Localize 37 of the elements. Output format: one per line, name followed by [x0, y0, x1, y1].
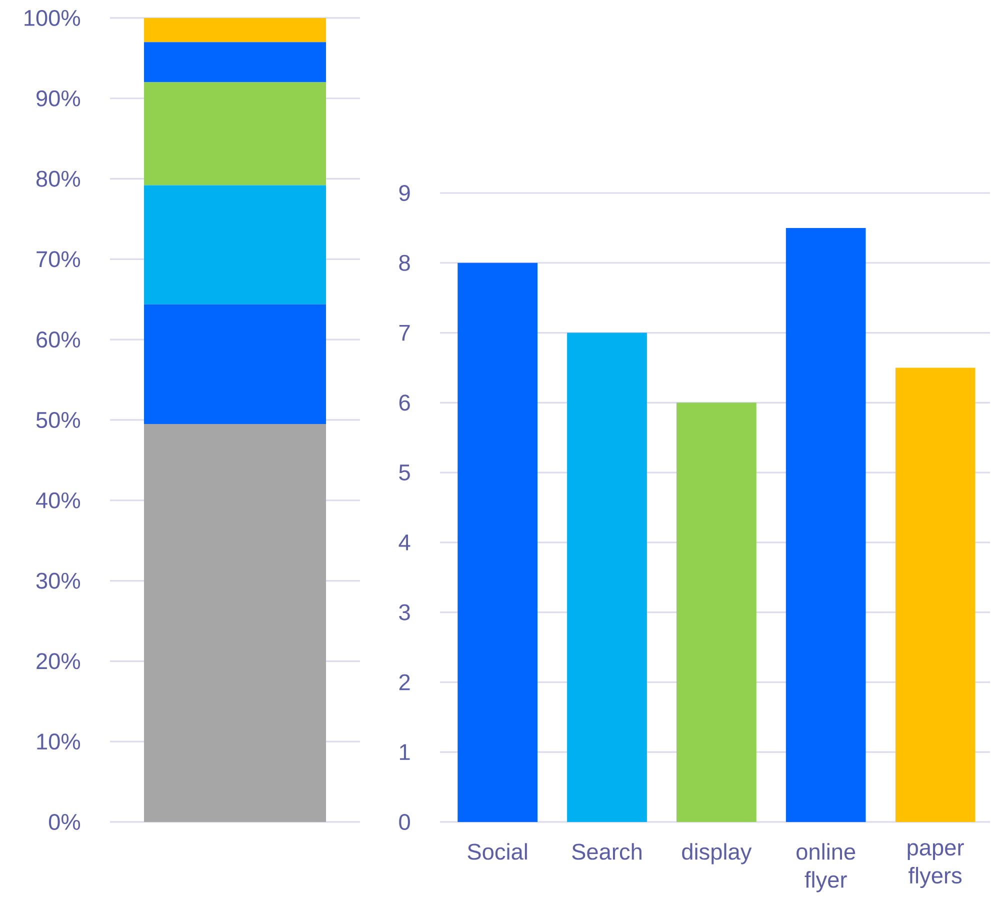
- y-tick-label: 70%: [36, 251, 80, 268]
- y-tick-label: 0: [399, 814, 410, 830]
- y-tick-label: 0%: [48, 814, 80, 830]
- y-tick-label: 10%: [37, 734, 80, 750]
- y-tick-label: 4: [398, 534, 410, 550]
- bar: [567, 332, 647, 822]
- y-tick-label: 3: [399, 604, 410, 620]
- bar: [144, 304, 326, 424]
- bar: [144, 18, 326, 42]
- y-tick-label: 8: [399, 254, 410, 271]
- bar: [144, 82, 326, 186]
- bar: [676, 402, 756, 822]
- y-tick-label: 5: [399, 464, 410, 480]
- bar: [786, 228, 866, 822]
- y-tick-label: 90%: [36, 90, 80, 106]
- x-tick-label: Social: [468, 843, 527, 860]
- y-tick-label: 20%: [36, 653, 80, 670]
- bar: [144, 424, 326, 822]
- y-tick-label: 6: [399, 394, 410, 411]
- bar: [458, 262, 538, 822]
- bar: [144, 185, 326, 304]
- y-tick-label: 50%: [36, 412, 80, 428]
- y-tick-label: 40%: [36, 492, 80, 508]
- y-tick-label: 1: [400, 744, 410, 760]
- y-tick-label: 2: [399, 674, 410, 690]
- x-tick-label: paper flyers: [908, 843, 964, 888]
- y-tick-label: 9: [399, 184, 410, 202]
- x-tick-label: Search: [572, 843, 642, 860]
- bar: [895, 368, 976, 822]
- y-tick-label: 7: [399, 324, 410, 341]
- y-tick-label: 30%: [36, 572, 80, 589]
- y-tick-label: 80%: [36, 170, 80, 187]
- y-tick-label: 100%: [24, 10, 80, 26]
- x-tick-label: display: [682, 843, 752, 864]
- x-tick-label: online flyer: [796, 843, 856, 892]
- y-tick-label: 60%: [36, 332, 80, 348]
- bar: [144, 42, 326, 82]
